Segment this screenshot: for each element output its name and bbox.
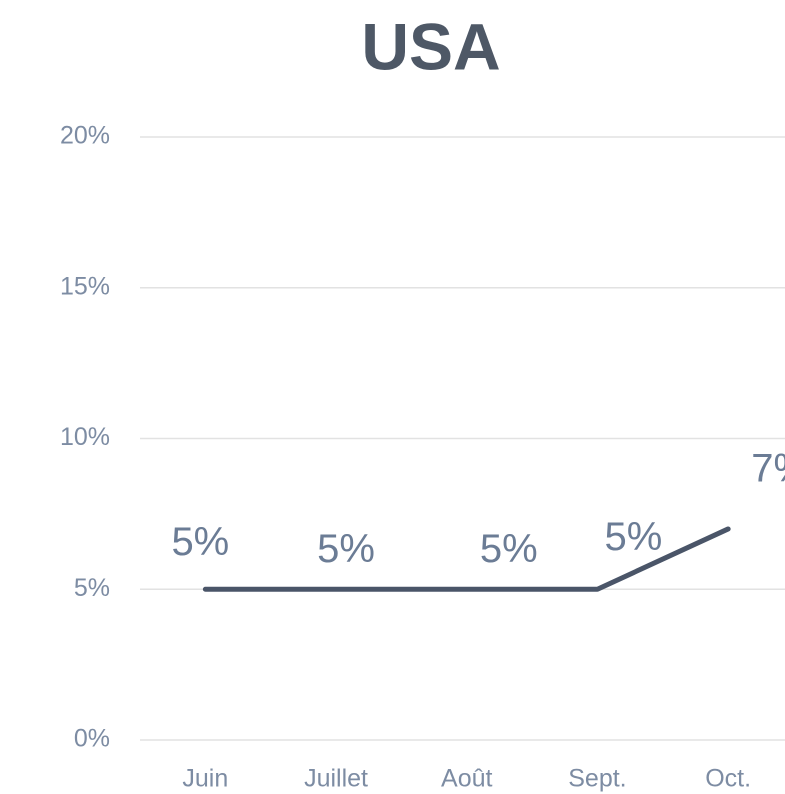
x-tick-label: Juillet (304, 765, 368, 793)
data-label: 7% (751, 447, 785, 491)
line (202, 526, 731, 592)
data-label: 5% (171, 520, 229, 564)
x-tick-label: Sept. (568, 765, 626, 793)
chart-title: USA (361, 9, 500, 83)
y-tick-label: 15% (60, 272, 110, 300)
y-tick-label: 10% (60, 423, 110, 451)
x-tick-label: Juin (182, 765, 228, 793)
data-label: 5% (605, 515, 663, 559)
x-tick-label: Août (441, 765, 492, 793)
data-label: 5% (480, 527, 538, 571)
data-label: 5% (317, 527, 375, 571)
y-tick-label: 5% (74, 574, 110, 602)
y-tick-label: 20% (60, 122, 110, 150)
x-tick-label: Oct. (705, 765, 751, 793)
y-tick-label: 0% (74, 725, 110, 753)
